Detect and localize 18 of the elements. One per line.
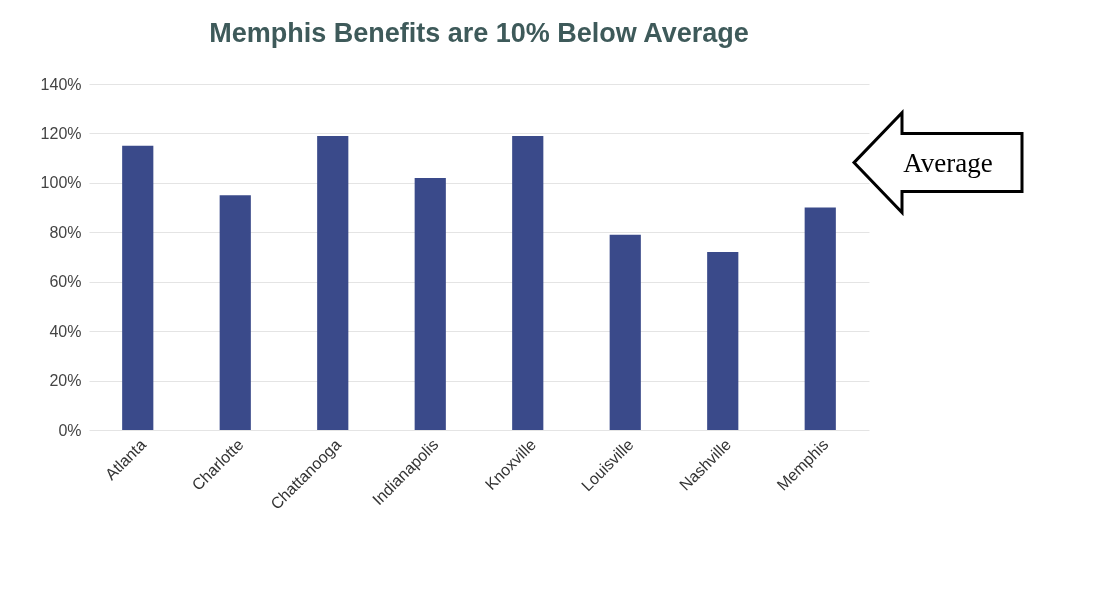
bar xyxy=(707,252,739,430)
y-tick-label: 20% xyxy=(49,372,82,390)
chart-title: Memphis Benefits are 10% Below Average xyxy=(209,18,749,48)
y-tick-label: 60% xyxy=(49,273,82,291)
bar xyxy=(512,135,544,430)
y-tick-label: 0% xyxy=(58,421,82,439)
y-tick-label: 40% xyxy=(49,322,82,340)
bar xyxy=(317,135,349,430)
bar xyxy=(122,145,154,430)
bar xyxy=(414,177,446,430)
bar xyxy=(219,195,251,430)
bar xyxy=(609,234,641,430)
y-tick-label: 100% xyxy=(40,174,82,192)
y-tick-label: 140% xyxy=(40,75,82,93)
text: Average xyxy=(903,147,993,178)
bar xyxy=(804,207,836,430)
y-tick-label: 120% xyxy=(40,124,82,142)
y-tick-label: 80% xyxy=(49,223,82,241)
